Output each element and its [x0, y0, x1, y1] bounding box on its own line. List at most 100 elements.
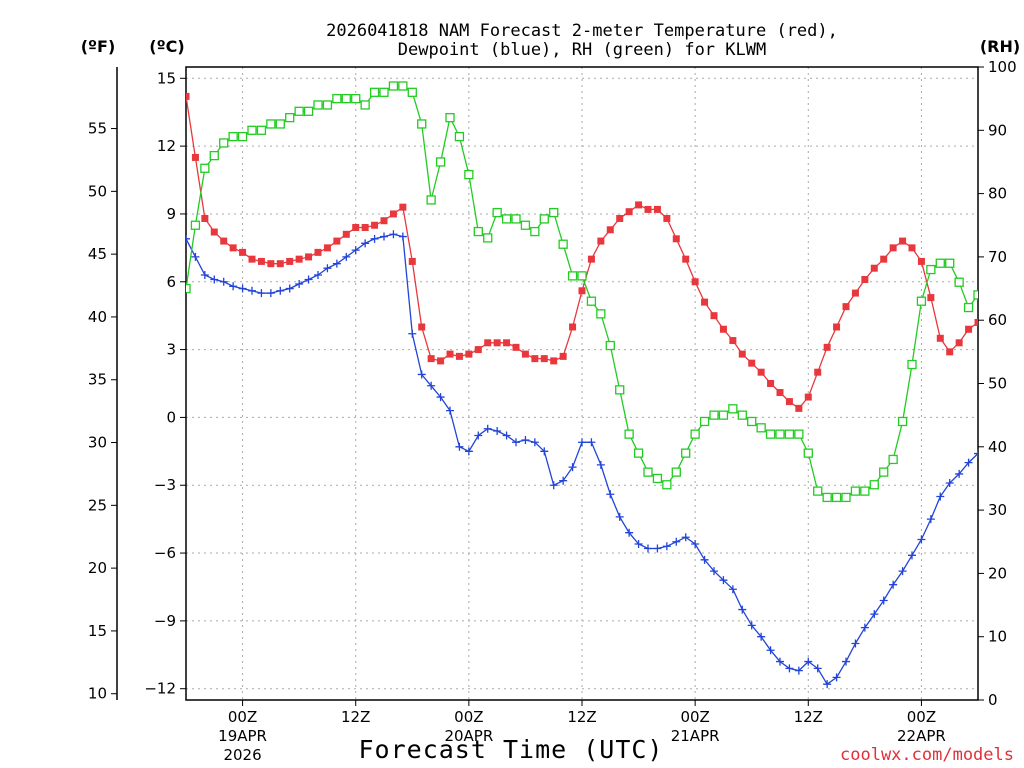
data-point — [691, 278, 699, 286]
data-point — [813, 486, 823, 496]
data-point — [870, 610, 879, 619]
data-point — [926, 515, 935, 524]
data-point — [549, 207, 559, 218]
data-point — [209, 150, 219, 161]
data-point — [625, 528, 634, 537]
data-point — [653, 544, 662, 553]
data-point — [464, 169, 474, 180]
data-point — [266, 119, 276, 129]
data-point — [748, 359, 756, 367]
data-point — [360, 100, 370, 110]
data-point — [322, 100, 333, 110]
data-point — [813, 664, 822, 673]
data-point — [333, 237, 341, 245]
data-point — [407, 87, 417, 97]
grid — [186, 67, 978, 700]
data-point — [399, 203, 407, 211]
data-point — [926, 264, 936, 275]
data-point — [767, 380, 775, 387]
data-point — [671, 467, 681, 477]
data-point — [454, 131, 465, 142]
data-point — [351, 246, 360, 255]
date-tick-label: 19APR — [218, 727, 267, 745]
data-point — [465, 350, 473, 358]
data-point — [822, 492, 832, 503]
data-point — [503, 339, 511, 347]
data-point — [550, 357, 558, 365]
data-point — [257, 289, 266, 298]
celsius-tick-label: 0 — [166, 408, 176, 426]
data-point — [728, 404, 738, 414]
data-point — [512, 438, 520, 447]
celsius-unit-label: (ºC) — [149, 37, 184, 56]
data-point — [718, 410, 729, 420]
data-point — [540, 447, 549, 456]
data-point — [728, 585, 737, 594]
data-point — [795, 404, 803, 412]
data-point — [190, 220, 201, 230]
data-point — [455, 352, 463, 360]
time-tick-label: 00Z — [454, 708, 483, 726]
data-point — [332, 259, 341, 268]
data-point — [210, 228, 218, 236]
year-tick-label: 2026 — [223, 746, 261, 764]
data-point — [266, 289, 275, 298]
data-point — [342, 230, 350, 238]
data-point — [521, 350, 529, 358]
data-point — [493, 339, 501, 347]
data-point — [766, 646, 775, 655]
data-point — [803, 448, 813, 458]
data-point — [765, 429, 776, 439]
data-point — [794, 429, 804, 439]
data-point — [238, 284, 247, 293]
data-point — [690, 429, 700, 439]
data-point — [936, 492, 945, 501]
data-point — [521, 436, 530, 445]
data-point — [842, 657, 850, 666]
chart-title-line-2: Dewpoint (blue), RH (green) for KLWM — [398, 40, 766, 60]
data-point — [615, 512, 624, 521]
data-point — [974, 449, 978, 458]
data-point — [814, 368, 822, 376]
data-point — [935, 258, 945, 268]
data-point — [219, 277, 228, 286]
data-point — [880, 255, 888, 263]
data-point — [625, 208, 633, 216]
data-point — [501, 214, 512, 224]
data-point — [794, 666, 803, 675]
data-point — [286, 257, 294, 265]
celsius-tick-label: −6 — [154, 544, 176, 562]
data-point — [304, 275, 313, 284]
data-point — [889, 580, 898, 589]
data-point — [860, 623, 869, 632]
data-point — [861, 276, 869, 284]
chart-title-line-1: 2026041818 NAM Forecast 2-meter Temperat… — [326, 21, 838, 41]
data-point — [832, 673, 841, 682]
data-point — [351, 94, 361, 104]
data-point — [776, 657, 784, 666]
data-point — [473, 226, 483, 237]
data-point — [634, 540, 643, 549]
data-point — [691, 540, 700, 549]
data-point — [917, 535, 926, 544]
fahrenheit-tick-label: 10 — [88, 685, 107, 703]
data-point — [511, 214, 521, 224]
data-point — [559, 476, 568, 485]
rh-tick-label: 90 — [988, 121, 1007, 139]
rh-tick-label: 80 — [988, 185, 1007, 203]
data-point — [369, 87, 380, 97]
data-point — [587, 438, 596, 447]
data-point — [313, 100, 323, 110]
data-point — [860, 486, 870, 496]
data-point — [361, 239, 370, 248]
data-point — [747, 621, 756, 630]
rh-tick-label: 70 — [988, 248, 1007, 266]
date-tick-label: 22APR — [897, 727, 946, 745]
rh-tick-label: 20 — [988, 564, 1007, 582]
data-point — [305, 253, 313, 261]
data-point — [389, 210, 397, 218]
data-point — [256, 125, 267, 135]
data-point — [417, 119, 427, 129]
